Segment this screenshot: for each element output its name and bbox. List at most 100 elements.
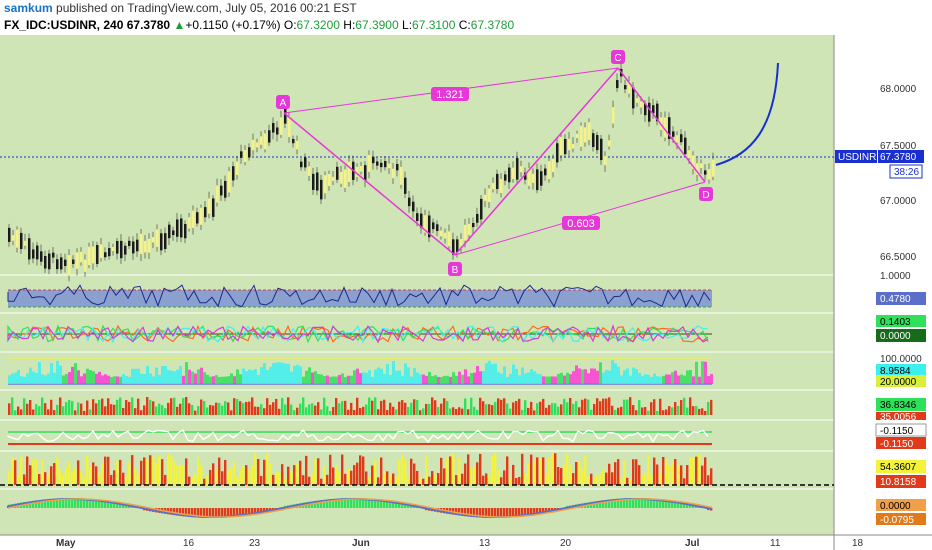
candle-body — [228, 171, 231, 193]
wave-bar — [170, 370, 173, 384]
volume-bar — [71, 471, 74, 485]
pattern-point-d[interactable]: D — [699, 187, 713, 201]
histogram-bar — [182, 398, 185, 415]
chart-area[interactable]: A B C D 1.321 0.603 68.0000 67.5000 67.0… — [0, 35, 932, 550]
candle-body — [488, 188, 491, 203]
candle-body — [412, 201, 415, 212]
svg-text:100.0000: 100.0000 — [880, 354, 922, 365]
wave-bar — [449, 376, 452, 384]
candle-body — [148, 238, 151, 253]
wave-bar — [407, 367, 410, 384]
ratio-label-ac[interactable]: 1.321 — [431, 87, 469, 101]
histogram-bar — [587, 399, 590, 415]
wave-bar — [149, 373, 152, 384]
wave-bar — [65, 373, 68, 384]
macd-bar — [71, 498, 74, 508]
wave-bar — [350, 375, 353, 384]
volume-bar — [515, 477, 518, 485]
histogram-bar — [98, 399, 101, 415]
wave-bar — [638, 373, 641, 384]
histogram-bar — [494, 401, 497, 415]
ratio-label-bd[interactable]: 0.603 — [562, 216, 600, 230]
wave-bar — [491, 364, 494, 384]
wave-bar — [62, 375, 65, 384]
candle-body — [580, 125, 583, 147]
wave-bar — [224, 376, 227, 384]
pattern-point-c[interactable]: C — [611, 50, 625, 64]
wave-bar — [368, 370, 371, 384]
wave-bar — [188, 369, 191, 384]
volume-bar — [641, 475, 644, 485]
wave-bar — [239, 374, 242, 384]
volume-bar — [389, 475, 392, 485]
wave-bar — [437, 376, 440, 384]
macd-bar — [221, 508, 224, 518]
candle-body — [420, 213, 423, 228]
histogram-bar — [686, 407, 689, 415]
svg-text:20.0000: 20.0000 — [880, 377, 917, 388]
histogram-bar — [698, 408, 701, 415]
candle-body — [540, 171, 543, 186]
candle-body — [172, 230, 175, 236]
histogram-bar — [251, 397, 254, 415]
candle-body — [264, 133, 267, 150]
wave-bar — [452, 372, 455, 384]
macd-bar — [398, 501, 401, 508]
wave-bar — [386, 364, 389, 384]
macd-bar — [602, 500, 605, 508]
symbol-name[interactable]: FX_IDC:USDINR, 240 — [4, 18, 124, 32]
pattern-point-a[interactable]: A — [276, 95, 290, 109]
histogram-bar — [557, 406, 560, 415]
volume-bar — [236, 476, 239, 485]
histogram-bar — [230, 410, 233, 415]
macd-bar — [659, 499, 662, 508]
volume-bar — [422, 478, 425, 485]
histogram-bar — [536, 403, 539, 415]
svg-text:35.0056: 35.0056 — [880, 412, 917, 423]
projection-curve[interactable] — [715, 62, 779, 166]
volume-bar — [335, 465, 338, 485]
wave-bar — [314, 371, 317, 384]
volume-bar — [398, 459, 401, 485]
candle-body — [84, 259, 87, 272]
volume-bar — [293, 465, 296, 485]
candle-body — [552, 159, 555, 173]
pattern-point-b[interactable]: B — [448, 262, 462, 276]
macd-bar — [326, 499, 329, 508]
published-text: published on TradingView.com, July 05, 2… — [52, 1, 357, 15]
author-link[interactable]: samkum — [4, 1, 53, 15]
macd-bar — [644, 498, 647, 508]
volume-bar — [56, 457, 59, 485]
wave-bar — [455, 375, 458, 384]
histogram-bar — [227, 402, 230, 415]
candle-body — [256, 142, 259, 148]
macd-bar — [89, 498, 92, 508]
volume-bar — [173, 461, 176, 485]
candlestick-series — [8, 63, 715, 282]
high-value: 67.3900 — [355, 18, 399, 32]
macd-bar — [539, 508, 542, 515]
volume-bar — [47, 474, 50, 485]
volume-bar — [365, 471, 368, 485]
histogram-bar — [653, 399, 656, 415]
macd-bar — [191, 508, 194, 518]
volume-bar — [371, 465, 374, 485]
volume-bar — [194, 474, 197, 485]
histogram-bar — [11, 397, 14, 415]
macd-bar — [173, 508, 176, 516]
candle-body — [468, 223, 471, 236]
wave-bar — [632, 367, 635, 384]
symbol-price-tag[interactable]: USDINR 67.3780 38:26 — [835, 150, 924, 179]
wave-bar — [662, 375, 665, 384]
volume-bar — [509, 478, 512, 485]
svg-text:0.1403: 0.1403 — [880, 317, 911, 328]
wave-bar — [221, 376, 224, 384]
candle-body — [464, 224, 467, 241]
volume-bar — [479, 453, 482, 485]
histogram-bar — [461, 408, 464, 415]
candle-body — [164, 233, 167, 250]
wave-bar — [581, 369, 584, 384]
volume-bar — [14, 460, 17, 485]
wave-bar — [494, 363, 497, 384]
histogram-bar — [203, 401, 206, 415]
